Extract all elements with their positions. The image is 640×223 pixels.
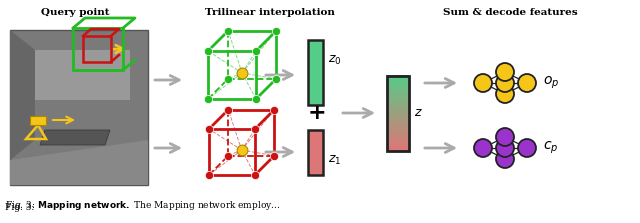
Circle shape [474, 139, 492, 157]
Bar [387, 105, 409, 107]
Bar [387, 148, 409, 151]
Bar [387, 109, 409, 111]
Text: $o_p$: $o_p$ [543, 75, 559, 91]
Bar [307, 130, 323, 175]
Point [237, 71, 247, 75]
Bar [387, 98, 409, 100]
Polygon shape [10, 140, 148, 185]
Bar [387, 75, 409, 77]
Point [223, 108, 234, 112]
Polygon shape [40, 130, 110, 145]
Point [250, 127, 260, 131]
Point [203, 97, 213, 101]
Bar [387, 139, 409, 141]
Polygon shape [10, 30, 35, 160]
Text: $c_p$: $c_p$ [543, 140, 558, 156]
Polygon shape [10, 30, 148, 185]
Point [237, 148, 247, 152]
Text: $z_0$: $z_0$ [328, 54, 342, 66]
Text: +: + [308, 103, 326, 123]
Bar [387, 116, 409, 119]
Bar [387, 101, 409, 104]
Text: Sum & decode features: Sum & decode features [443, 8, 577, 17]
Bar [387, 137, 409, 139]
Bar [387, 94, 409, 96]
Point [223, 154, 234, 157]
Circle shape [474, 74, 492, 92]
Bar [387, 113, 409, 115]
Bar [387, 100, 409, 102]
Point [271, 29, 282, 33]
Bar [387, 141, 409, 143]
Circle shape [496, 74, 514, 92]
Circle shape [496, 128, 514, 146]
Circle shape [496, 139, 514, 157]
Text: Query point: Query point [41, 8, 109, 17]
Point [251, 97, 261, 101]
Bar [387, 147, 409, 149]
Bar [307, 39, 323, 105]
Bar [387, 96, 409, 98]
Point [269, 108, 280, 112]
Point [203, 49, 213, 53]
Text: Fig. 3: $\mathbf{Mapping\ network.}$ The Mapping network employ...: Fig. 3: $\mathbf{Mapping\ network.}$ The… [5, 199, 280, 212]
Bar [387, 77, 409, 79]
Point [250, 173, 260, 177]
Circle shape [496, 85, 514, 103]
Point [223, 77, 234, 81]
Bar [387, 87, 409, 89]
Point [204, 173, 214, 177]
Point [271, 77, 282, 81]
Circle shape [496, 63, 514, 81]
Point [223, 29, 234, 33]
Bar [387, 143, 409, 145]
Circle shape [518, 74, 536, 92]
Circle shape [496, 150, 514, 168]
Bar [387, 124, 409, 126]
Text: $z_1$: $z_1$ [328, 153, 341, 167]
Bar [387, 79, 409, 81]
Bar [387, 88, 409, 91]
Bar [387, 76, 409, 151]
Bar [387, 131, 409, 134]
Bar [387, 103, 409, 105]
Point [269, 154, 280, 157]
Bar [387, 115, 409, 117]
Point [204, 127, 214, 131]
Bar [387, 135, 409, 137]
Bar [387, 85, 409, 87]
Point [251, 49, 261, 53]
Polygon shape [25, 50, 130, 100]
Bar [387, 107, 409, 109]
Bar [387, 122, 409, 124]
Bar [387, 92, 409, 94]
Bar [387, 83, 409, 85]
Bar [387, 90, 409, 92]
Text: Trilinear interpolation: Trilinear interpolation [205, 8, 335, 17]
Circle shape [518, 139, 536, 157]
Bar [387, 128, 409, 130]
Bar [387, 81, 409, 83]
Bar [387, 145, 409, 147]
Bar [73, 28, 123, 70]
Bar [387, 111, 409, 113]
Text: $z$: $z$ [414, 107, 423, 120]
Bar [30, 116, 46, 125]
Text: Fig. 3:: Fig. 3: [5, 203, 37, 212]
Bar [387, 133, 409, 136]
Bar [387, 126, 409, 128]
Bar [83, 36, 111, 62]
Bar [387, 118, 409, 120]
Bar [387, 130, 409, 132]
Bar [387, 120, 409, 122]
